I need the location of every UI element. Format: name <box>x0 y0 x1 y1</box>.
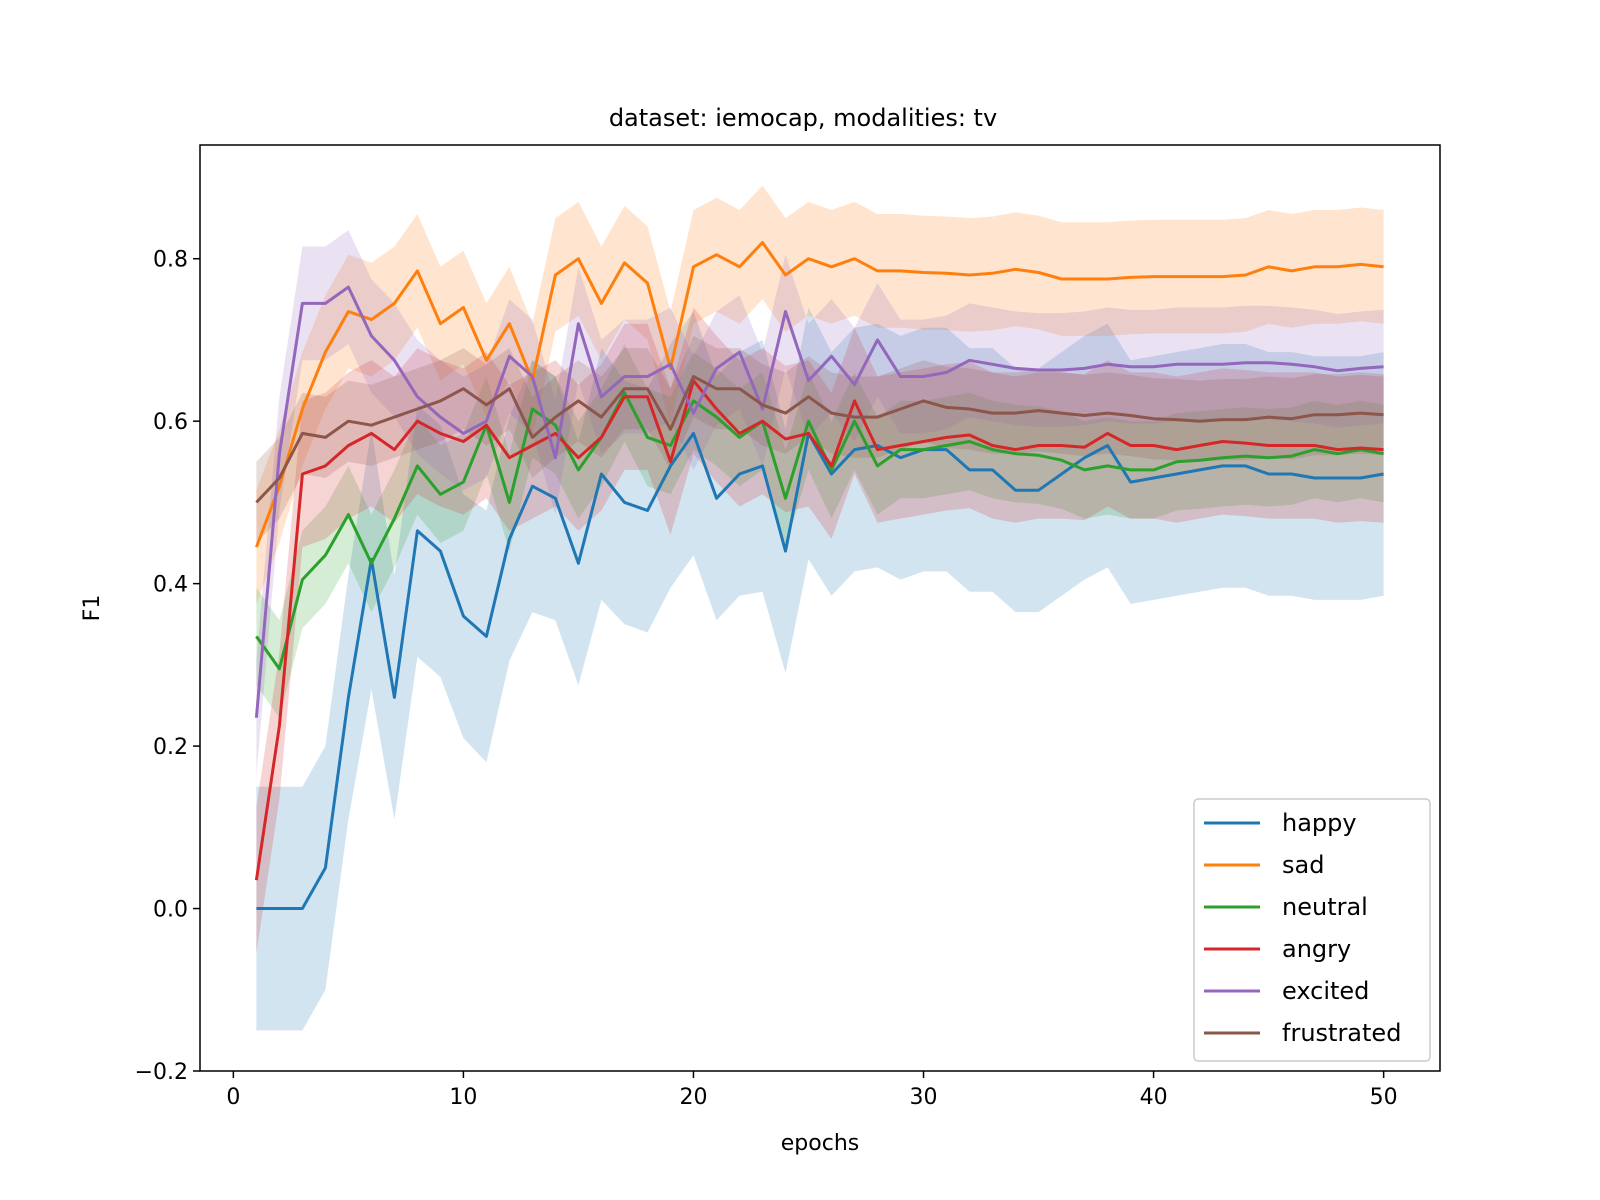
x-tick-label: 30 <box>910 1085 938 1110</box>
series-line-frustrated <box>255 375 1384 504</box>
legend-label-frustrated: frustrated <box>1282 1019 1401 1047</box>
x-tick-label: 10 <box>449 1085 477 1110</box>
y-tick-label: 0.0 <box>153 898 188 923</box>
series-line-angry <box>254 379 1384 881</box>
legend-label-angry: angry <box>1282 935 1351 963</box>
y-tick-label: 0.8 <box>153 248 188 273</box>
series-line-neutral <box>255 391 1384 671</box>
x-tick-label: 20 <box>679 1085 707 1110</box>
series-line-sad <box>254 241 1384 548</box>
legend-label-happy: happy <box>1282 809 1357 837</box>
y-tick-label: 0.2 <box>153 735 188 760</box>
band-sad <box>256 185 1384 604</box>
x-tick-label: 0 <box>226 1085 240 1110</box>
y-tick-label: 0.6 <box>153 410 188 435</box>
series-line-happy <box>256 431 1384 910</box>
y-axis-label: F1 <box>80 595 105 622</box>
y-tick-label: 0.4 <box>153 573 188 598</box>
y-tick-label: −0.2 <box>135 1060 188 1085</box>
x-axis: 0 10 20 30 40 50 <box>226 1071 1398 1110</box>
legend: happy sad neutral angry excited frustrated <box>1193 798 1431 1062</box>
legend-label-excited: excited <box>1282 977 1369 1005</box>
series-line-excited <box>254 285 1384 718</box>
chart-title: dataset: iemocap, modalities: tv <box>609 104 997 132</box>
x-axis-label: epochs <box>781 1131 859 1156</box>
legend-label-sad: sad <box>1282 851 1324 879</box>
plot-frame <box>199 144 1441 1072</box>
y-axis: −0.2 0.0 0.2 0.4 0.6 0.8 <box>135 248 200 1085</box>
x-tick-label: 40 <box>1140 1085 1168 1110</box>
legend-label-neutral: neutral <box>1282 893 1368 921</box>
x-tick-label: 50 <box>1370 1085 1398 1110</box>
band-frustrated <box>256 335 1384 543</box>
series-lines <box>254 241 1384 910</box>
band-angry <box>256 307 1384 954</box>
